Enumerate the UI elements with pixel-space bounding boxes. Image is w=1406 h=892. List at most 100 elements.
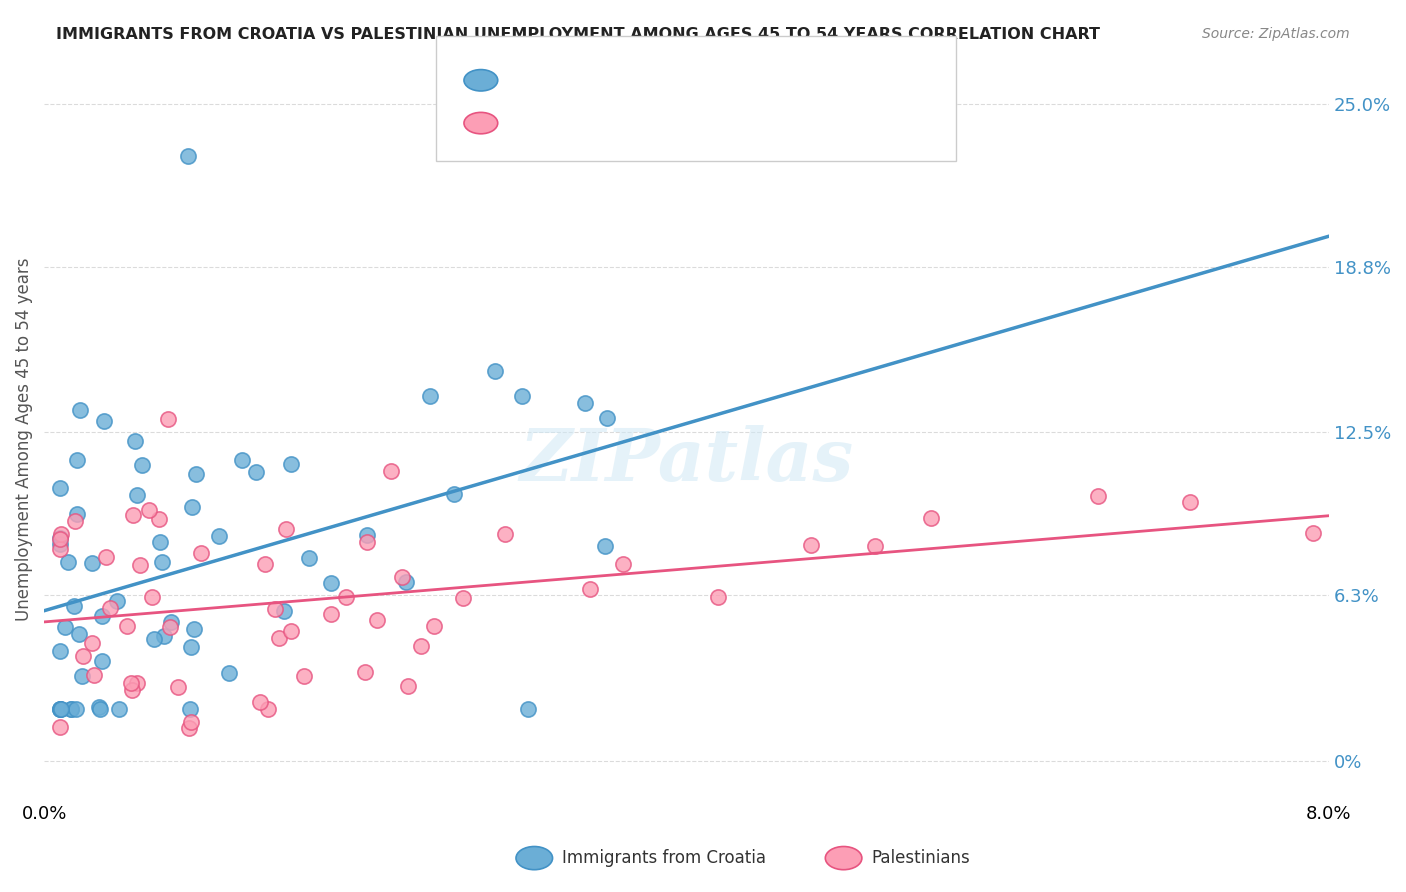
Palestinians	[494, 527, 516, 541]
Immigrants from Croatia	[60, 701, 83, 715]
Immigrants from Croatia	[58, 555, 80, 569]
Palestinians	[83, 668, 105, 682]
Immigrants from Croatia	[218, 665, 240, 680]
Text: R = 0.294   N = 59: R = 0.294 N = 59	[513, 71, 697, 89]
Palestinians	[179, 721, 201, 735]
Immigrants from Croatia	[180, 500, 202, 514]
Immigrants from Croatia	[177, 149, 200, 163]
Immigrants from Croatia	[596, 411, 619, 425]
Immigrants from Croatia	[150, 556, 173, 570]
Immigrants from Croatia	[49, 701, 72, 715]
Palestinians	[49, 526, 72, 541]
Immigrants from Croatia	[183, 623, 205, 637]
Text: Source: ZipAtlas.com: Source: ZipAtlas.com	[1202, 27, 1350, 41]
Palestinians	[800, 538, 823, 552]
Y-axis label: Unemployment Among Ages 45 to 54 years: Unemployment Among Ages 45 to 54 years	[15, 257, 32, 621]
Immigrants from Croatia	[574, 396, 596, 410]
Immigrants from Croatia	[67, 627, 90, 641]
Palestinians	[49, 542, 72, 557]
Immigrants from Croatia	[49, 537, 72, 551]
Immigrants from Croatia	[443, 487, 465, 501]
Palestinians	[356, 534, 378, 549]
Palestinians	[612, 557, 634, 571]
Immigrants from Croatia	[124, 434, 146, 448]
Palestinians	[94, 550, 117, 565]
Palestinians	[157, 412, 180, 426]
Palestinians	[423, 619, 446, 633]
Palestinians	[257, 701, 280, 715]
Immigrants from Croatia	[142, 632, 165, 647]
Immigrants from Croatia	[160, 615, 183, 629]
Immigrants from Croatia	[49, 531, 72, 545]
Palestinians	[354, 665, 377, 679]
Palestinians	[396, 679, 419, 693]
Palestinians	[129, 558, 152, 573]
Immigrants from Croatia	[245, 465, 267, 479]
Text: Immigrants from Croatia: Immigrants from Croatia	[562, 849, 766, 867]
Immigrants from Croatia	[149, 535, 172, 549]
Palestinians	[120, 676, 142, 690]
Immigrants from Croatia	[184, 467, 207, 481]
Palestinians	[579, 582, 602, 596]
Palestinians	[292, 669, 315, 683]
Palestinians	[121, 683, 143, 698]
Immigrants from Croatia	[63, 599, 86, 614]
Immigrants from Croatia	[53, 620, 76, 634]
Text: R = 0.034   N = 54: R = 0.034 N = 54	[513, 114, 697, 132]
Palestinians	[920, 511, 942, 525]
Immigrants from Croatia	[105, 594, 128, 608]
Immigrants from Croatia	[49, 701, 72, 715]
Immigrants from Croatia	[131, 458, 153, 473]
Immigrants from Croatia	[93, 414, 115, 428]
Immigrants from Croatia	[60, 701, 83, 715]
Palestinians	[115, 619, 138, 633]
Palestinians	[863, 539, 886, 553]
Immigrants from Croatia	[127, 488, 149, 502]
Immigrants from Croatia	[280, 457, 302, 471]
Immigrants from Croatia	[82, 557, 104, 571]
Immigrants from Croatia	[49, 701, 72, 715]
Immigrants from Croatia	[65, 701, 87, 715]
Palestinians	[80, 635, 103, 649]
Immigrants from Croatia	[49, 482, 72, 496]
Palestinians	[1178, 495, 1201, 509]
Immigrants from Croatia	[49, 643, 72, 657]
Immigrants from Croatia	[231, 453, 253, 467]
Palestinians	[122, 508, 145, 522]
Palestinians	[280, 624, 302, 638]
Immigrants from Croatia	[91, 654, 114, 668]
Immigrants from Croatia	[66, 453, 89, 467]
Immigrants from Croatia	[49, 701, 72, 715]
Immigrants from Croatia	[419, 389, 441, 403]
Immigrants from Croatia	[89, 701, 111, 715]
Immigrants from Croatia	[593, 539, 616, 553]
Palestinians	[366, 614, 388, 628]
Text: Palestinians: Palestinians	[872, 849, 970, 867]
Palestinians	[138, 503, 160, 517]
Immigrants from Croatia	[91, 609, 114, 624]
Palestinians	[127, 676, 149, 690]
Immigrants from Croatia	[179, 701, 201, 715]
Text: ZIPatlas: ZIPatlas	[519, 425, 853, 496]
Palestinians	[148, 511, 170, 525]
Palestinians	[100, 601, 122, 615]
Immigrants from Croatia	[356, 527, 378, 541]
Immigrants from Croatia	[319, 576, 342, 591]
Immigrants from Croatia	[207, 529, 229, 543]
Palestinians	[190, 545, 212, 559]
Immigrants from Croatia	[516, 701, 538, 715]
Immigrants from Croatia	[298, 551, 321, 566]
Palestinians	[167, 680, 190, 694]
Palestinians	[335, 591, 357, 605]
Palestinians	[49, 720, 72, 734]
Palestinians	[63, 514, 86, 528]
Palestinians	[321, 607, 343, 622]
Palestinians	[263, 602, 285, 616]
Palestinians	[159, 620, 181, 634]
Immigrants from Croatia	[72, 668, 94, 682]
Immigrants from Croatia	[180, 640, 202, 655]
Palestinians	[49, 532, 72, 546]
Palestinians	[1087, 489, 1109, 503]
Palestinians	[411, 639, 433, 653]
Immigrants from Croatia	[108, 701, 131, 715]
